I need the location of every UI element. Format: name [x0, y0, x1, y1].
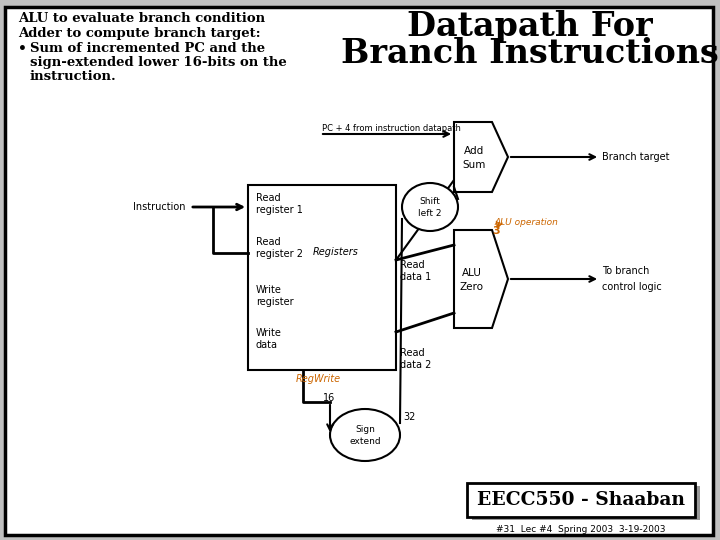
Text: #31  Lec #4  Spring 2003  3-19-2003: #31 Lec #4 Spring 2003 3-19-2003	[496, 525, 666, 535]
Text: control logic: control logic	[602, 282, 662, 292]
Text: 32: 32	[403, 412, 415, 422]
Text: ALU: ALU	[462, 268, 482, 278]
Text: Instruction: Instruction	[133, 202, 186, 212]
Bar	[467, 483, 695, 517]
Text: Read
register 1: Read register 1	[256, 193, 303, 214]
Ellipse shape	[330, 409, 400, 461]
Text: 16: 16	[323, 393, 336, 403]
Polygon shape	[454, 122, 508, 192]
Ellipse shape	[402, 183, 458, 231]
Text: sign-extended lower 16-bits on the: sign-extended lower 16-bits on the	[30, 56, 287, 69]
Text: Shift: Shift	[420, 198, 441, 206]
Text: instruction.: instruction.	[30, 70, 117, 83]
Text: RegWrite: RegWrite	[296, 374, 341, 384]
Bar	[472, 486, 700, 520]
Text: Sum of incremented PC and the: Sum of incremented PC and the	[30, 42, 265, 55]
Text: extend: extend	[349, 436, 381, 446]
Text: Read
data 2: Read data 2	[400, 348, 431, 369]
Text: Add: Add	[464, 146, 484, 156]
Text: Write
data: Write data	[256, 328, 282, 349]
Text: Read
register 2: Read register 2	[256, 237, 303, 259]
Text: ALU to evaluate branch condition: ALU to evaluate branch condition	[18, 12, 265, 25]
Text: •: •	[18, 42, 27, 56]
Text: Write
register: Write register	[256, 285, 294, 307]
Text: Branch Instructions: Branch Instructions	[341, 37, 719, 70]
Text: Branch target: Branch target	[602, 152, 670, 162]
Text: Sign: Sign	[355, 426, 375, 435]
Polygon shape	[454, 230, 508, 328]
Text: PC + 4 from instruction datapath: PC + 4 from instruction datapath	[322, 124, 461, 133]
Text: Sum: Sum	[462, 160, 486, 170]
Text: Registers: Registers	[313, 247, 359, 257]
Text: Zero: Zero	[460, 282, 484, 292]
Text: ALU operation: ALU operation	[494, 218, 558, 227]
Text: Adder to compute branch target:: Adder to compute branch target:	[18, 27, 261, 40]
Text: Datapath For: Datapath For	[408, 10, 653, 43]
Bar	[248, 185, 396, 370]
Text: Read
data 1: Read data 1	[400, 260, 431, 281]
Text: EECC550 - Shaaban: EECC550 - Shaaban	[477, 491, 685, 509]
Text: left 2: left 2	[418, 208, 442, 218]
Text: 3: 3	[492, 226, 500, 236]
Text: To branch: To branch	[602, 266, 649, 276]
